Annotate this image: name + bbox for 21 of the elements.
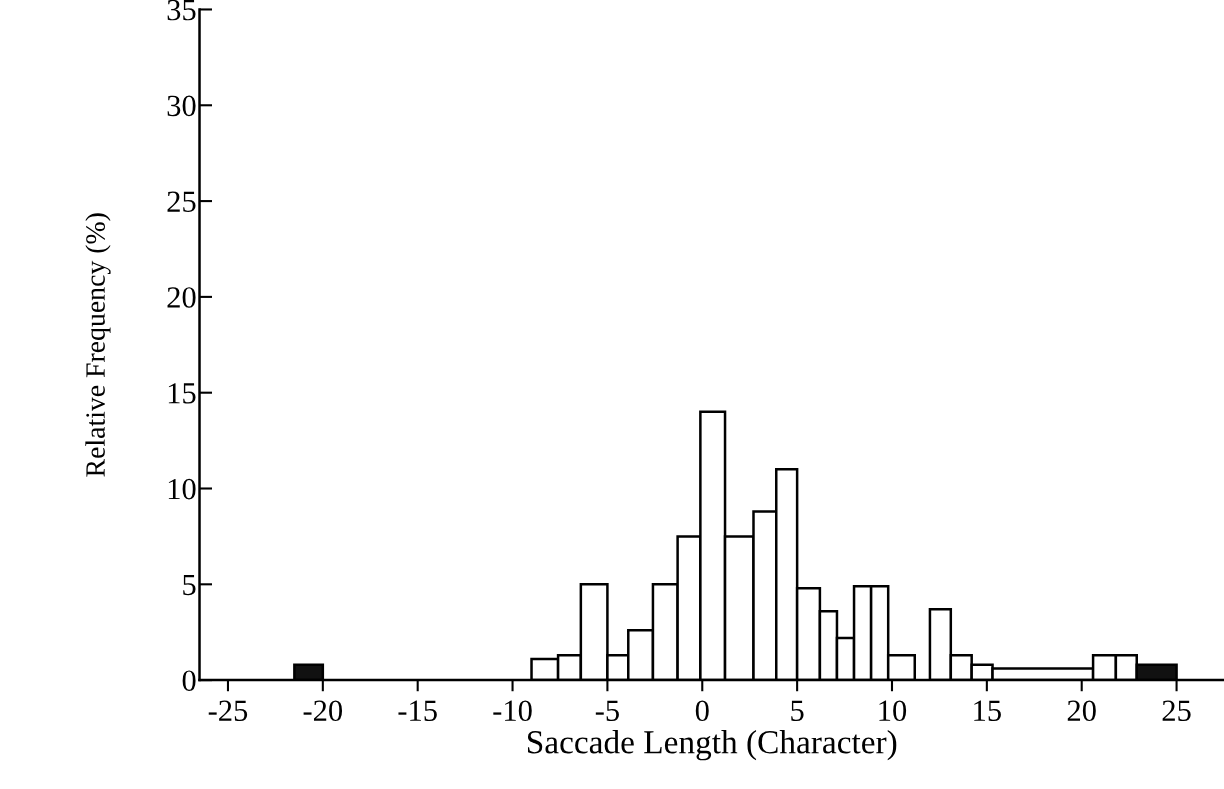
x-tick-label: -25 xyxy=(208,700,248,722)
y-tick-label: 10 xyxy=(168,478,196,500)
y-tick-label: 30 xyxy=(167,95,196,117)
x-tick-label: 5 xyxy=(791,700,804,722)
y-tick-label: 5 xyxy=(183,574,196,596)
x-axis-title: Saccade Length (Character) xyxy=(527,730,897,761)
y-tick-label: 15 xyxy=(168,383,196,404)
y-tick-label: 20 xyxy=(167,287,196,308)
x-tick-label: -5 xyxy=(595,700,619,722)
x-tick-label: -10 xyxy=(493,700,532,722)
x-tick-label: 15 xyxy=(974,700,1001,722)
y-tick-label: 0 xyxy=(182,670,196,692)
y-tick-label: 35 xyxy=(167,0,196,21)
y-axis-title: Relative Frequency (%) xyxy=(85,213,111,477)
x-tick-label: 20 xyxy=(1067,700,1096,722)
x-tick-label: -15 xyxy=(398,700,437,722)
x-tick-label: 0 xyxy=(695,700,709,722)
x-tick-label: 10 xyxy=(879,700,907,722)
y-tick-label: 25 xyxy=(167,191,196,212)
x-tick-label: -20 xyxy=(303,700,343,722)
x-tick-label: 25 xyxy=(1162,700,1191,722)
